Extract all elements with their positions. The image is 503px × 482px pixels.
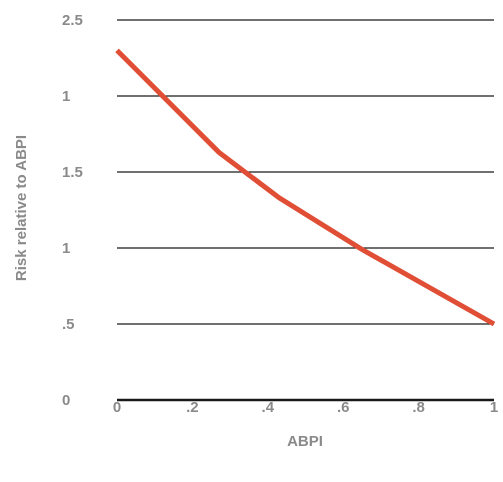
series-line (115, 48, 496, 327)
x-axis-ticks: 0 .2 .4 .6 .8 1 (113, 399, 498, 416)
x-tick-label: 0 (113, 399, 121, 416)
x-tick-label: .4 (262, 399, 275, 416)
x-axis-title: ABPI (287, 433, 323, 450)
y-axis-title: Risk relative to ABPI (13, 135, 30, 281)
gridlines (117, 19, 494, 402)
y-axis-ticks: 0 .5 1 1.5 1 2.5 (62, 12, 83, 409)
x-tick-label: .8 (412, 399, 425, 416)
series-lines (115, 48, 496, 327)
y-tick-label: 1.5 (62, 164, 83, 181)
y-tick-label: 1 (62, 88, 70, 105)
x-tick-label: 1 (490, 399, 498, 416)
x-tick-label: .6 (337, 399, 350, 416)
y-tick-label: 1 (62, 240, 70, 257)
x-tick-label: .2 (186, 399, 199, 416)
y-tick-label: 0 (62, 392, 70, 409)
y-tick-label: .5 (62, 316, 75, 333)
y-tick-label: 2.5 (62, 12, 83, 29)
